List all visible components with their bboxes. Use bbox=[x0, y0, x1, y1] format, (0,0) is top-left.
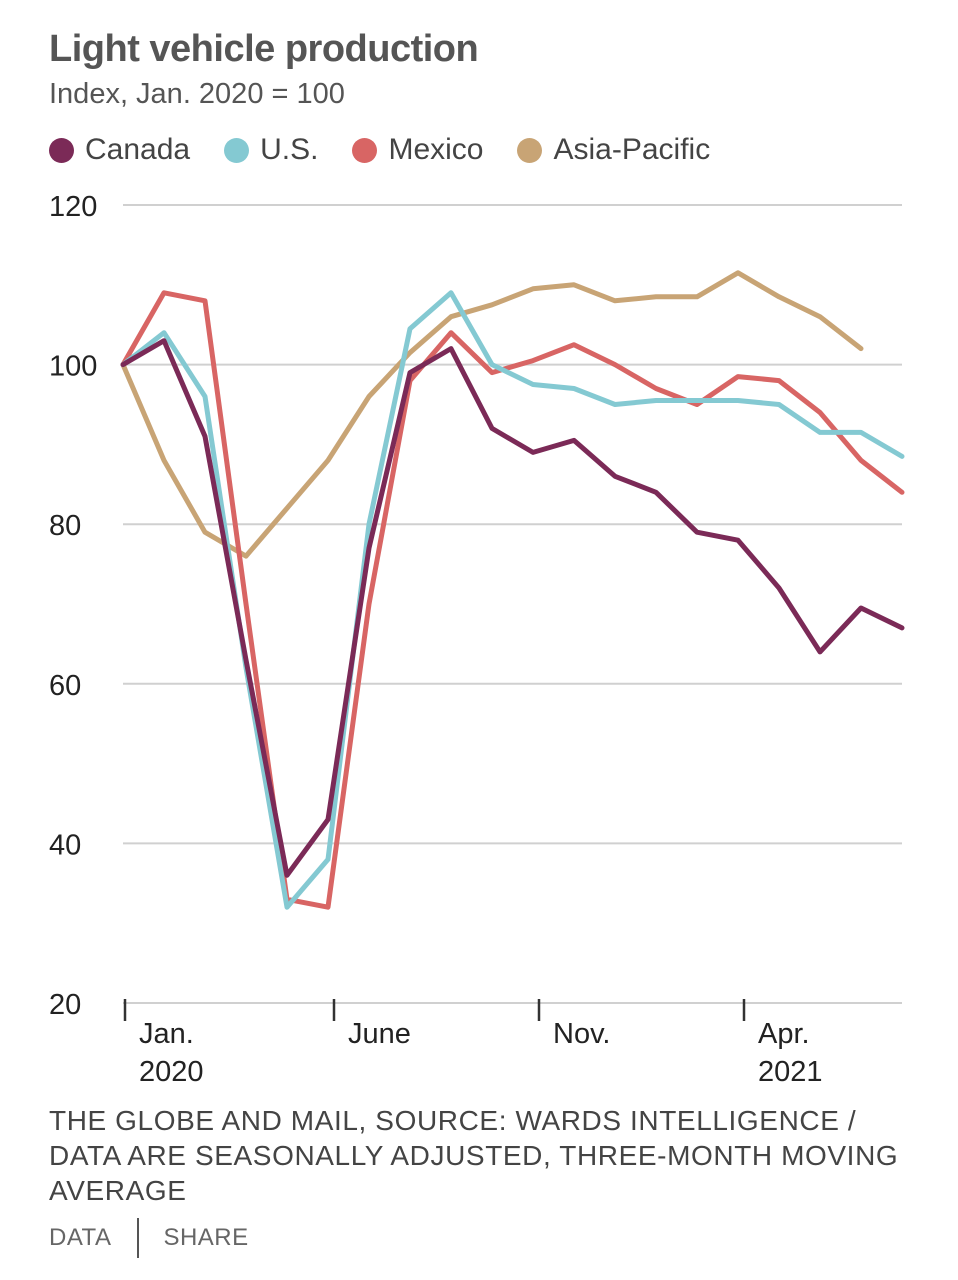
share-link[interactable]: SHARE bbox=[163, 1224, 249, 1251]
legend-swatch bbox=[352, 137, 378, 163]
series-line-asia-pacific bbox=[120, 270, 864, 559]
source-note: THE GLOBE AND MAIL, SOURCE: WARDS INTELL… bbox=[49, 1105, 899, 1206]
legend-swatch bbox=[517, 137, 543, 163]
x-tick-year: 2020 bbox=[139, 1056, 204, 1088]
legend-item-mexico: Mexico bbox=[352, 133, 483, 167]
footer-links: DATA SHARE bbox=[49, 1218, 249, 1258]
chart-subtitle: Index, Jan. 2020 = 100 bbox=[49, 78, 345, 110]
legend-label: Asia-Pacific bbox=[553, 133, 711, 166]
x-tick-year: 2021 bbox=[758, 1056, 823, 1088]
series-line-canada bbox=[120, 338, 905, 878]
data-link[interactable]: DATA bbox=[49, 1224, 112, 1251]
y-tick-label: 100 bbox=[49, 351, 97, 383]
y-tick-label: 40 bbox=[49, 829, 81, 861]
legend-swatch bbox=[49, 137, 74, 163]
x-tick-label: Apr. bbox=[758, 1018, 810, 1050]
footer-divider bbox=[137, 1218, 140, 1258]
legend-swatch bbox=[224, 137, 250, 163]
y-tick-label: 60 bbox=[49, 670, 81, 702]
x-tick-label: Nov. bbox=[553, 1018, 610, 1050]
x-tick-label: June bbox=[348, 1018, 411, 1050]
series-line-mexico bbox=[120, 290, 905, 910]
chart-title: Light vehicle production bbox=[49, 28, 479, 70]
line-chart: 20 40 60 80 100 120 Jan. 2020 June Nov. Apr. 2021 bbox=[49, 191, 905, 1088]
x-tick-label: Jan. bbox=[139, 1018, 194, 1050]
legend-label: U.S. bbox=[260, 133, 319, 166]
legend-label: Mexico bbox=[388, 133, 484, 166]
y-tick-label: 20 bbox=[49, 989, 81, 1021]
legend-item-asia-pacific: Asia-Pacific bbox=[517, 133, 710, 167]
legend-item-u-s-: U.S. bbox=[224, 133, 318, 167]
chart-legend: Canada U.S. Mexico Asia-Pacific bbox=[49, 130, 744, 170]
legend-label: Canada bbox=[85, 133, 191, 166]
y-tick-label: 80 bbox=[49, 510, 81, 542]
y-tick-label: 120 bbox=[49, 191, 97, 223]
legend-item-canada: Canada bbox=[49, 133, 190, 167]
